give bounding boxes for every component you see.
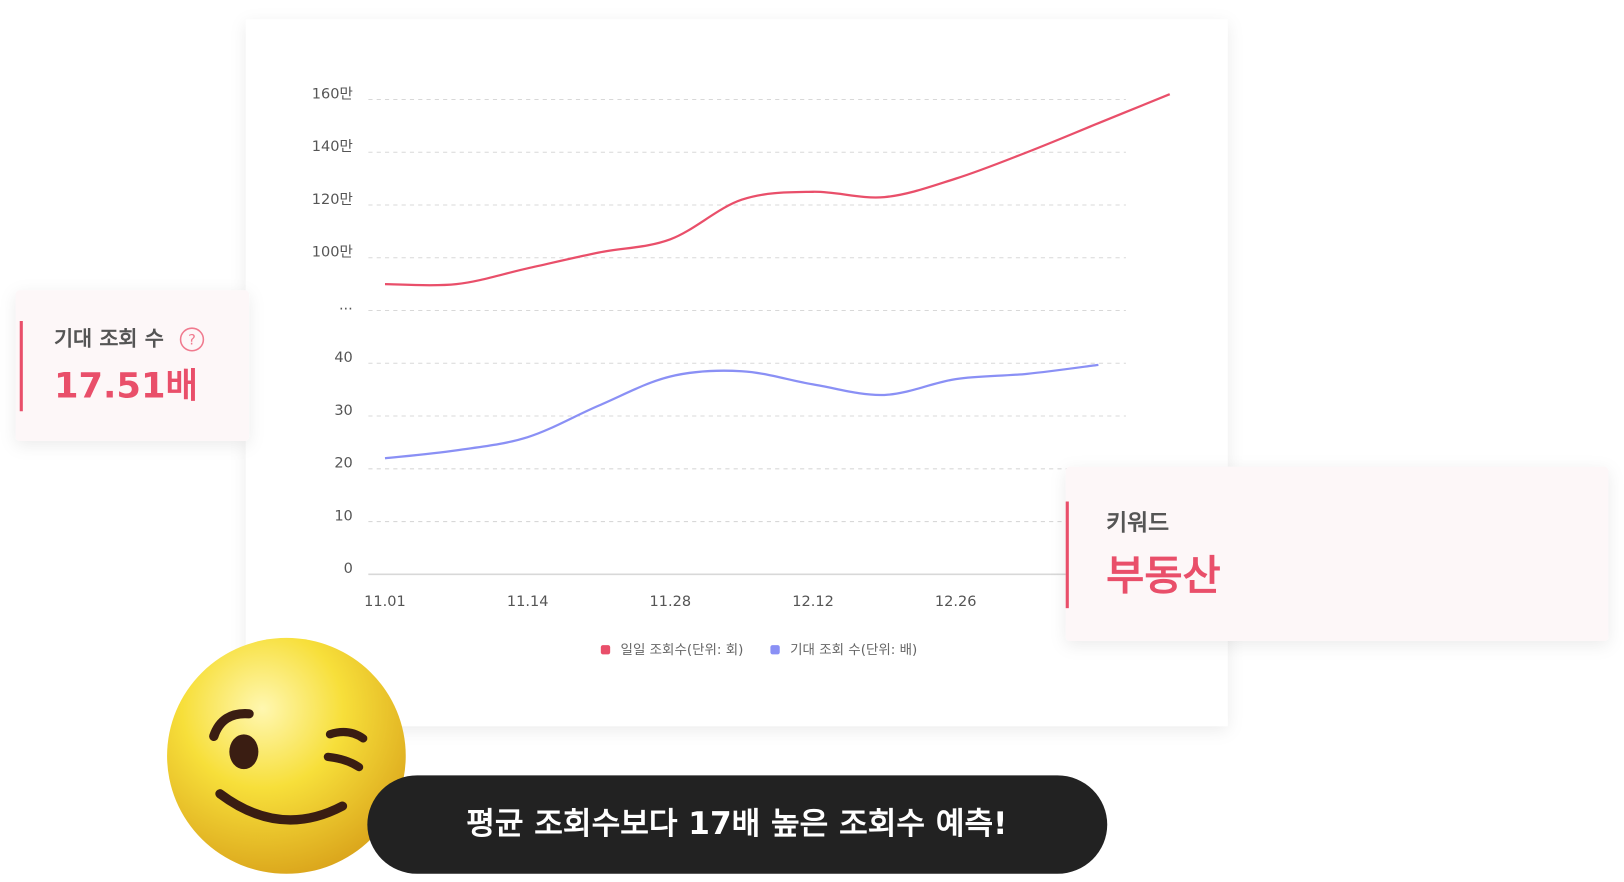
emoji [167,637,406,874]
x-tick-label: 12.26 [935,594,977,610]
card-bg [1065,466,1609,641]
expected-views-card: 기대 조회 수 ? 17.51배 [15,290,250,441]
help-icon[interactable] [179,327,205,352]
card-value: 17.51배 [54,366,198,407]
emoji-brow [209,709,254,741]
emoji-wink [325,727,368,743]
series-line [384,93,1171,287]
y-tick-label: ... [339,297,353,313]
legend-label: 기대 조회 수(단위: 배) [790,642,917,658]
x-tick-label: 11.28 [650,594,692,610]
y-tick-label: 160만 [312,85,353,102]
accent-bar [1065,501,1069,609]
x-tick-label: 12.12 [792,594,834,610]
y-tick-label: 100만 [312,244,353,261]
card-value: 부동산 [1106,552,1221,600]
legend-swatch [770,645,780,655]
series-line [384,363,1099,460]
legend-swatch [600,645,611,655]
y-tick-label: 30 [334,403,352,419]
y-tick-label: 0 [344,561,353,577]
emoji-face [167,637,406,874]
card-label: 키워드 [1106,511,1169,537]
y-tick-label: 20 [334,456,352,472]
y-tick-label: 10 [334,508,352,524]
accent-bar [19,321,23,412]
banner: 평균 조회수보다 17배 높은 조회수 예측! [367,775,1108,874]
x-tick-label: 11.01 [364,594,406,610]
help-icon-glyph: ? [188,333,196,349]
card-label: 기대 조회 수 [54,327,164,351]
emoji-eye [229,734,259,770]
banner-text: 평균 조회수보다 17배 높은 조회수 예측! [466,806,1007,842]
emoji-wink [323,752,364,772]
y-tick-label: 120만 [312,191,353,208]
emoji-smile [215,789,348,825]
y-tick-label: 140만 [312,138,353,155]
y-tick-label: 40 [334,350,352,366]
keyword-card: 키워드 부동산 [1065,466,1609,641]
legend-label: 일일 조회수(단위: 회) [621,642,744,658]
x-tick-label: 11.14 [507,594,549,610]
banner-pill [367,775,1108,874]
plot: 0 10 20 30 40... 100만 120만 140만 160만 11.01 11.14 11… [312,85,1171,658]
